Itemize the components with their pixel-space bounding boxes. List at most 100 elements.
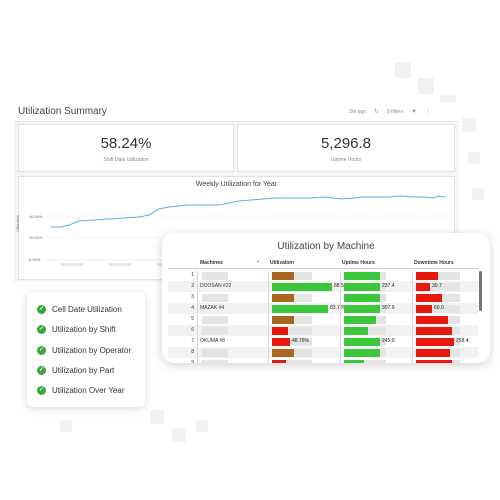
utilization-bar [272, 349, 294, 357]
x-tick-placeholder [61, 263, 83, 266]
check-icon: ✓ [37, 304, 46, 314]
table-row[interactable]: 8 [168, 347, 478, 358]
list-item[interactable]: ✓ Utilization by Part [37, 363, 114, 377]
table-row[interactable]: 4 MAZAK #4 83.70% 307.9 60.0 [168, 303, 478, 314]
card-title: Utilization by Machine [277, 241, 375, 252]
machine-name-placeholder [202, 294, 228, 302]
downtime-bar [416, 338, 454, 346]
uptime-bar [344, 294, 380, 302]
dashboard-header: Utilization Summary 2m ago ↻ 9 filters ▼… [14, 102, 459, 122]
downtime-bar [416, 305, 432, 313]
check-icon: ✓ [37, 345, 46, 355]
kpi-label: Uptime Hours [330, 157, 362, 163]
machine-name-placeholder [202, 316, 228, 324]
decor-square [150, 410, 164, 424]
column-header-utilization[interactable]: Utilization [270, 260, 294, 266]
kpi-value: 58.24% [100, 135, 152, 152]
list-item[interactable]: ✓ Utilization by Operator [37, 343, 131, 357]
check-icon: ✓ [37, 324, 46, 334]
dashboard-meta: 2m ago ↻ 9 filters ▼ ⋮ [349, 108, 431, 116]
utilization-series-line [51, 195, 446, 228]
utilization-value: 48.76% [292, 338, 309, 344]
row-number: 4 [191, 305, 194, 311]
utilization-track [272, 338, 312, 346]
downtime-value: 30.7 [432, 283, 442, 289]
utilization-track [272, 327, 312, 335]
filters-button[interactable]: 9 filters [386, 108, 404, 115]
row-number: 5 [191, 316, 194, 322]
downtime-bar [416, 360, 452, 363]
list-item-label: Utilization by Operator [52, 345, 132, 355]
chart-title: Weekly Utilization for Year [195, 181, 278, 188]
decor-square [196, 420, 208, 432]
uptime-bar [344, 327, 368, 335]
utilization-bar [272, 305, 328, 313]
decor-square [472, 188, 484, 200]
decor-square [395, 62, 411, 78]
utilization-bar [272, 360, 286, 363]
table-row[interactable]: 9 [168, 358, 478, 363]
uptime-bar [344, 349, 380, 357]
uptime-bar [344, 338, 380, 346]
utilization-bar [272, 283, 332, 291]
table-row[interactable]: 5 [168, 314, 478, 325]
uptime-bar [344, 283, 380, 291]
report-list-card: ✓ Cell Date Utilization ✓ Utilization by S… [27, 292, 145, 407]
table-row[interactable]: 3 [168, 292, 478, 303]
kpi-value: 5,296.8 [320, 135, 372, 152]
machine-name: OKUMA #8 [200, 338, 226, 344]
filter-icon[interactable]: ▼ [411, 108, 417, 115]
machine-name-placeholder [202, 327, 228, 335]
uptime-value: 237.4 [382, 283, 395, 289]
table-row[interactable]: 2 DOOSAN #22 88.54% 237.4 30.7 [168, 281, 478, 292]
uptime-bar [344, 360, 364, 363]
row-number: 1 [191, 272, 194, 278]
column-header-downtime[interactable]: Downtime Hours [414, 260, 454, 266]
downtime-value: 258.4 [456, 338, 469, 344]
downtime-value: 60.0 [434, 305, 444, 311]
list-item[interactable]: ✓ Utilization Over Year [37, 383, 124, 397]
machine-name: DOOSAN #22 [200, 283, 232, 289]
list-item-label: Utilization by Shift [52, 324, 116, 334]
list-item-label: Utilization by Part [52, 365, 115, 375]
decor-square [468, 152, 480, 164]
check-icon: ✓ [37, 365, 46, 375]
uptime-bar [344, 316, 376, 324]
utilization-bar [272, 294, 294, 302]
machine-name: MAZAK #4 [200, 305, 225, 311]
utilization-bar [272, 272, 294, 280]
list-item[interactable]: ✓ Utilization by Shift [37, 322, 116, 336]
downtime-track [416, 272, 460, 280]
table-scrollbar[interactable] [479, 271, 482, 311]
downtime-track [416, 305, 460, 313]
y-tick-label: 20.00% [29, 235, 43, 240]
list-item[interactable]: ✓ Cell Date Utilization [37, 302, 122, 316]
table-header-row: Machines ⌄ Utilization Uptime Hours Down… [168, 258, 478, 269]
refresh-icon[interactable]: ↻ [373, 109, 379, 115]
utilization-value: 83.70% [330, 305, 347, 311]
utilization-track [272, 360, 312, 363]
decor-square [462, 118, 476, 132]
uptime-bar [344, 272, 380, 280]
table-row[interactable]: 7 OKUMA #8 48.76% 245.9 258.4 [168, 336, 478, 347]
decor-square [60, 420, 72, 432]
column-header-machines[interactable]: Machines [200, 260, 223, 266]
y-tick-label: 40.00% [29, 214, 43, 219]
downtime-bar [416, 316, 448, 324]
kpi-label: Shift Date Utilization [103, 157, 149, 163]
column-header-uptime[interactable]: Uptime Hours [342, 260, 375, 266]
more-options-icon[interactable]: ⋮ [425, 109, 431, 115]
machine-name-placeholder [202, 272, 228, 280]
downtime-bar [416, 327, 452, 335]
uptime-value: 307.9 [382, 305, 395, 311]
table-row[interactable]: 6 [168, 325, 478, 336]
utilization-bar [272, 327, 288, 335]
list-item-label: Utilization Over Year [52, 385, 125, 395]
table-row[interactable]: 1 [168, 270, 478, 281]
decor-square [172, 428, 186, 442]
downtime-bar [416, 294, 442, 302]
chevron-down-icon[interactable]: ⌄ [256, 258, 261, 264]
downtime-bar [416, 349, 450, 357]
utilization-bar [272, 316, 294, 324]
